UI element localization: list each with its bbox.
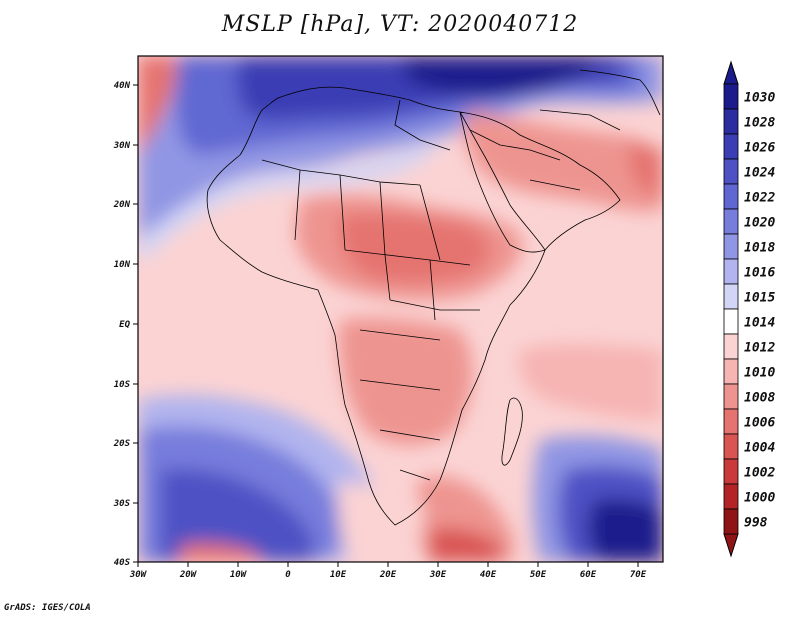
- axis-ticks: [133, 84, 639, 567]
- colorbar-label: 998: [744, 516, 768, 531]
- colorbar-swatch: [723, 508, 739, 535]
- colorbar-label: 1002: [744, 466, 775, 481]
- colorbar-label: 1028: [744, 116, 775, 131]
- lat-label: 30S: [113, 499, 131, 509]
- lon-label: 30E: [429, 570, 447, 580]
- colorbar-swatch: [723, 333, 739, 360]
- colorbar-label: 1008: [744, 391, 775, 406]
- lat-label: 20N: [113, 200, 131, 210]
- lat-label: 10N: [114, 260, 131, 270]
- colorbar-label: 1016: [744, 266, 775, 281]
- colorbar-label: 1000: [744, 491, 775, 506]
- colorbar-swatch: [723, 158, 739, 185]
- pressure-field: [138, 56, 663, 562]
- colorbar-bottom-arrow: [723, 533, 739, 558]
- colorbar-top-arrow: [723, 60, 739, 85]
- lon-label: 70E: [630, 570, 647, 580]
- footer-credit: GrADS: IGES/COLA: [4, 603, 91, 613]
- lat-label: EQ: [119, 320, 130, 330]
- colorbar-label: 1024: [744, 166, 775, 181]
- colorbar-swatch: [723, 458, 739, 485]
- colorbar: 1030 1028 1026 1024 1022 1020 1018 1016 1015 1014…: [723, 60, 775, 558]
- colorbar-label: 1026: [744, 141, 775, 156]
- lat-label: 20S: [113, 439, 131, 449]
- lat-label: 40N: [114, 81, 131, 91]
- lon-label: 60E: [580, 570, 597, 580]
- colorbar-label: 1004: [744, 441, 775, 456]
- lon-label: 10W: [230, 570, 248, 580]
- colorbar-swatch: [723, 433, 739, 460]
- coastlines: [206, 69, 661, 526]
- colorbar-swatch: [723, 208, 739, 235]
- lon-label: 40E: [480, 570, 497, 580]
- lon-label: 50E: [530, 570, 547, 580]
- colorbar-label: 1006: [744, 416, 775, 431]
- colorbar-swatch: [723, 483, 739, 510]
- colorbar-swatch: [723, 358, 739, 385]
- plot-frame: [137, 55, 664, 563]
- colorbar-label: 1014: [744, 316, 775, 331]
- colorbar-swatch: [723, 133, 739, 160]
- colorbar-label: 1030: [744, 91, 775, 106]
- colorbar-swatch: [723, 383, 739, 410]
- lat-label: 30N: [113, 141, 131, 151]
- colorbar-swatch: [723, 108, 739, 135]
- lon-label: 10E: [330, 570, 347, 580]
- colorbar-label: 1012: [744, 341, 775, 356]
- lat-labels: 40N 30N 20N 10N EQ 10S 20S 30S 40S: [113, 81, 131, 568]
- colorbar-label: 1015: [744, 291, 775, 306]
- colorbar-swatch: [723, 233, 739, 260]
- lon-label: 20E: [379, 570, 397, 580]
- lon-labels: 30W 20W 10W 0 10E 20E 30E 40E 50E 60E 70…: [129, 570, 647, 580]
- colorbar-swatch: [723, 308, 739, 335]
- colorbar-swatch: [723, 408, 739, 435]
- colorbar-swatch: [723, 83, 739, 110]
- lon-label: 30W: [129, 570, 148, 580]
- map-title: MSLP [hPa], VT: 2020040712: [221, 12, 579, 37]
- lat-label: 10S: [114, 380, 131, 390]
- colorbar-label: 1010: [744, 366, 775, 381]
- colorbar-label: 1018: [744, 241, 775, 256]
- colorbar-swatch: [723, 183, 739, 210]
- lon-label: 20W: [179, 570, 198, 580]
- lat-label: 40S: [114, 558, 131, 568]
- colorbar-swatch: [723, 258, 739, 285]
- colorbar-label: 1020: [744, 216, 775, 231]
- colorbar-label: 1022: [744, 191, 775, 206]
- lon-label: 0: [285, 570, 291, 580]
- colorbar-swatch: [723, 283, 739, 310]
